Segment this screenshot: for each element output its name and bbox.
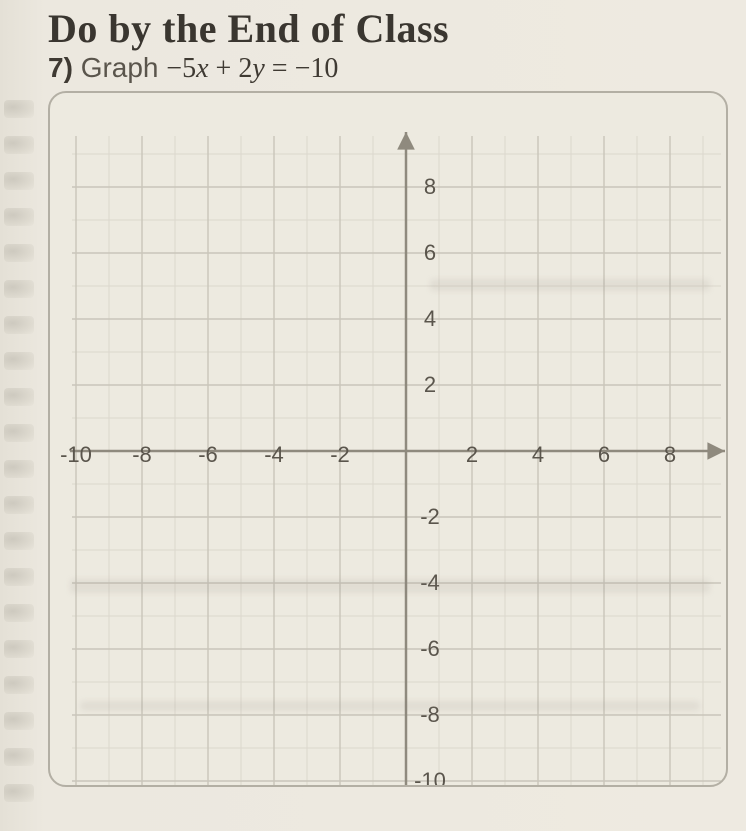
prompt-prefix: Graph — [81, 52, 167, 83]
x-tick-label: 8 — [664, 442, 676, 468]
y-tick-label: -10 — [414, 768, 446, 787]
y-tick-label: 2 — [424, 372, 436, 398]
grid-svg — [50, 93, 728, 787]
y-tick-label: -6 — [420, 636, 440, 662]
spiral-binding — [0, 0, 44, 831]
problem-prompt: 7) Graph −5x + 2y = −10 — [48, 52, 730, 85]
x-tick-label: 6 — [598, 442, 610, 468]
x-tick-label: 2 — [466, 442, 478, 468]
x-tick-label: -4 — [264, 442, 284, 468]
y-tick-label: 4 — [424, 306, 436, 332]
y-tick-label: 8 — [424, 174, 436, 200]
problem-number: 7) — [48, 52, 73, 83]
equation: −5x + 2y = −10 — [166, 53, 338, 84]
section-title: Do by the End of Class — [48, 8, 730, 50]
x-tick-label: -8 — [132, 442, 152, 468]
y-tick-label: 6 — [424, 240, 436, 266]
worksheet-page: Do by the End of Class 7) Graph −5x + 2y… — [0, 0, 746, 831]
x-tick-label: -2 — [330, 442, 350, 468]
y-tick-label: -2 — [420, 504, 440, 530]
x-tick-label: 4 — [532, 442, 544, 468]
coordinate-plane: -10-8-6-4-224688642-2-4-6-8-10 — [48, 91, 728, 787]
x-tick-label: -10 — [60, 442, 92, 468]
x-tick-label: -6 — [198, 442, 218, 468]
